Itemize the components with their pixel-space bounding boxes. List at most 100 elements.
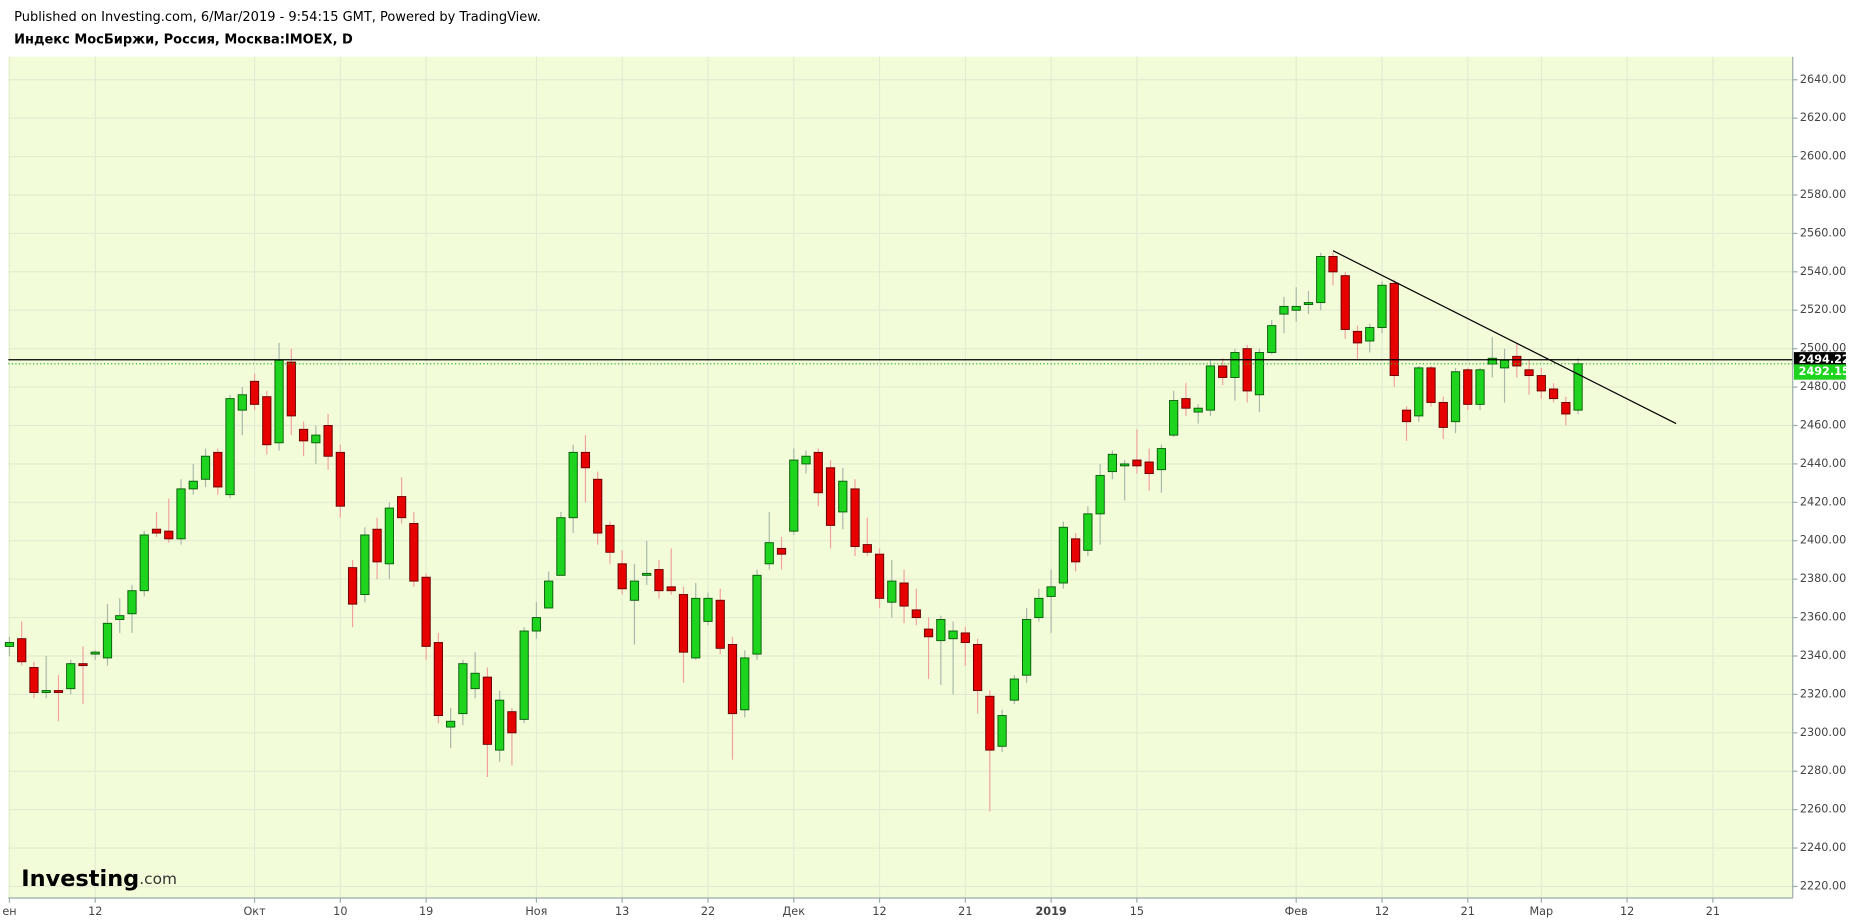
candle-body: [372, 528, 382, 563]
candle-body: [1389, 282, 1399, 377]
x-tick-label: Мар: [1529, 905, 1553, 918]
candle-body: [17, 638, 27, 663]
x-tick-label: 15: [1130, 905, 1144, 918]
candle-body: [90, 651, 100, 655]
x-tick-label: 21: [1706, 905, 1720, 918]
candle-body: [1316, 256, 1326, 304]
candle-body: [102, 622, 113, 659]
candle-body: [1205, 365, 1216, 411]
candle-body: [593, 478, 603, 534]
candle-body: [127, 590, 137, 615]
candle-body: [1450, 371, 1461, 423]
chart-subtitle: Published on Investing.com, 6/Mar/2019 -…: [14, 10, 541, 25]
candle-body: [1083, 513, 1093, 551]
candle-body: [1058, 526, 1068, 584]
candle-body: [409, 522, 419, 582]
candle-body: [838, 480, 848, 513]
candle-body: [1144, 461, 1154, 474]
candle-body: [1107, 453, 1117, 473]
candle-body: [66, 663, 76, 690]
candle-body: [1009, 678, 1019, 701]
candle-body: [1561, 401, 1571, 415]
y-tick-label: 2580.00: [1800, 188, 1846, 201]
candle-body: [1071, 538, 1081, 563]
candle-body: [433, 642, 443, 717]
candle-body: [972, 643, 983, 692]
candle-body: [923, 628, 934, 638]
candle-body: [1536, 375, 1546, 392]
candle-body: [752, 574, 762, 655]
candle-body: [286, 361, 296, 417]
candle-body: [249, 380, 260, 405]
candle-body: [1463, 369, 1473, 405]
candle-body: [1401, 409, 1412, 423]
y-tick-label: 2640.00: [1800, 73, 1846, 86]
candle-body: [1291, 305, 1301, 311]
candle-body: [960, 632, 970, 644]
last-price-label: 2492.15: [1799, 365, 1850, 378]
candle-body: [1218, 365, 1228, 378]
candle-body: [151, 528, 162, 534]
candle-body: [740, 657, 750, 711]
grid: [8, 56, 1793, 899]
candle-body: [29, 667, 39, 693]
candle-body: [703, 597, 713, 622]
y-tick-label: 2420.00: [1800, 495, 1846, 508]
x-tick-label: Ноя: [525, 905, 547, 918]
candle-body: [1352, 330, 1363, 344]
x-tick-label: 12: [872, 905, 886, 918]
candle-body: [323, 425, 333, 457]
hline-label-box: [1793, 352, 1846, 368]
trendline: [1332, 250, 1677, 425]
y-tick-label: 2440.00: [1800, 457, 1846, 470]
candle-body: [1132, 459, 1142, 467]
candle-body: [862, 544, 872, 553]
hline-label: 2494.22: [1799, 353, 1850, 366]
candle-body: [384, 507, 394, 565]
candle-body: [825, 467, 836, 526]
candle-body: [458, 663, 468, 715]
x-tick-label: 22: [701, 905, 715, 918]
candle-body: [1512, 355, 1522, 367]
candle-body: [1046, 586, 1056, 597]
candle-body: [200, 455, 211, 480]
candle-body: [274, 359, 284, 444]
candle-body: [642, 572, 652, 576]
candle-body: [948, 630, 958, 640]
y-tick-label: 2480.00: [1800, 380, 1846, 393]
candle-body: [519, 630, 529, 720]
candle-body: [789, 459, 799, 532]
candles: [4, 250, 1793, 812]
candle-body: [1242, 348, 1252, 392]
candle-body: [936, 619, 946, 642]
candle-body: [1487, 357, 1497, 365]
candle-body: [311, 434, 321, 444]
candle-body: [1120, 463, 1130, 467]
candle-body: [78, 663, 88, 667]
y-tick-label: 2500.00: [1800, 342, 1846, 355]
candle-body: [1475, 369, 1485, 405]
x-tick-label: 21: [958, 905, 972, 918]
chart-title: Индекс МосБиржи, Россия, Москва:IMOEX, D: [14, 33, 353, 48]
x-tick-label: 12: [1620, 905, 1634, 918]
y-tick-label: 2360.00: [1800, 611, 1846, 624]
y-tick-label: 2600.00: [1800, 150, 1846, 163]
candle-body: [813, 451, 823, 494]
candle-body: [298, 428, 309, 442]
y-tick-label: 2320.00: [1800, 687, 1846, 700]
candle-body: [1340, 275, 1350, 330]
candle-body: [237, 394, 247, 411]
x-tick-label: 10: [333, 905, 347, 918]
candle-body: [678, 594, 689, 653]
candle-body: [397, 496, 407, 519]
candle-body: [617, 563, 627, 590]
candle-body: [899, 582, 909, 607]
candle-body: [654, 569, 664, 592]
candle-body: [1021, 619, 1032, 676]
candle-body: [568, 451, 578, 519]
candle-body: [629, 580, 640, 601]
x-tick-label: Окт: [243, 905, 266, 918]
candle-body: [1169, 400, 1179, 436]
